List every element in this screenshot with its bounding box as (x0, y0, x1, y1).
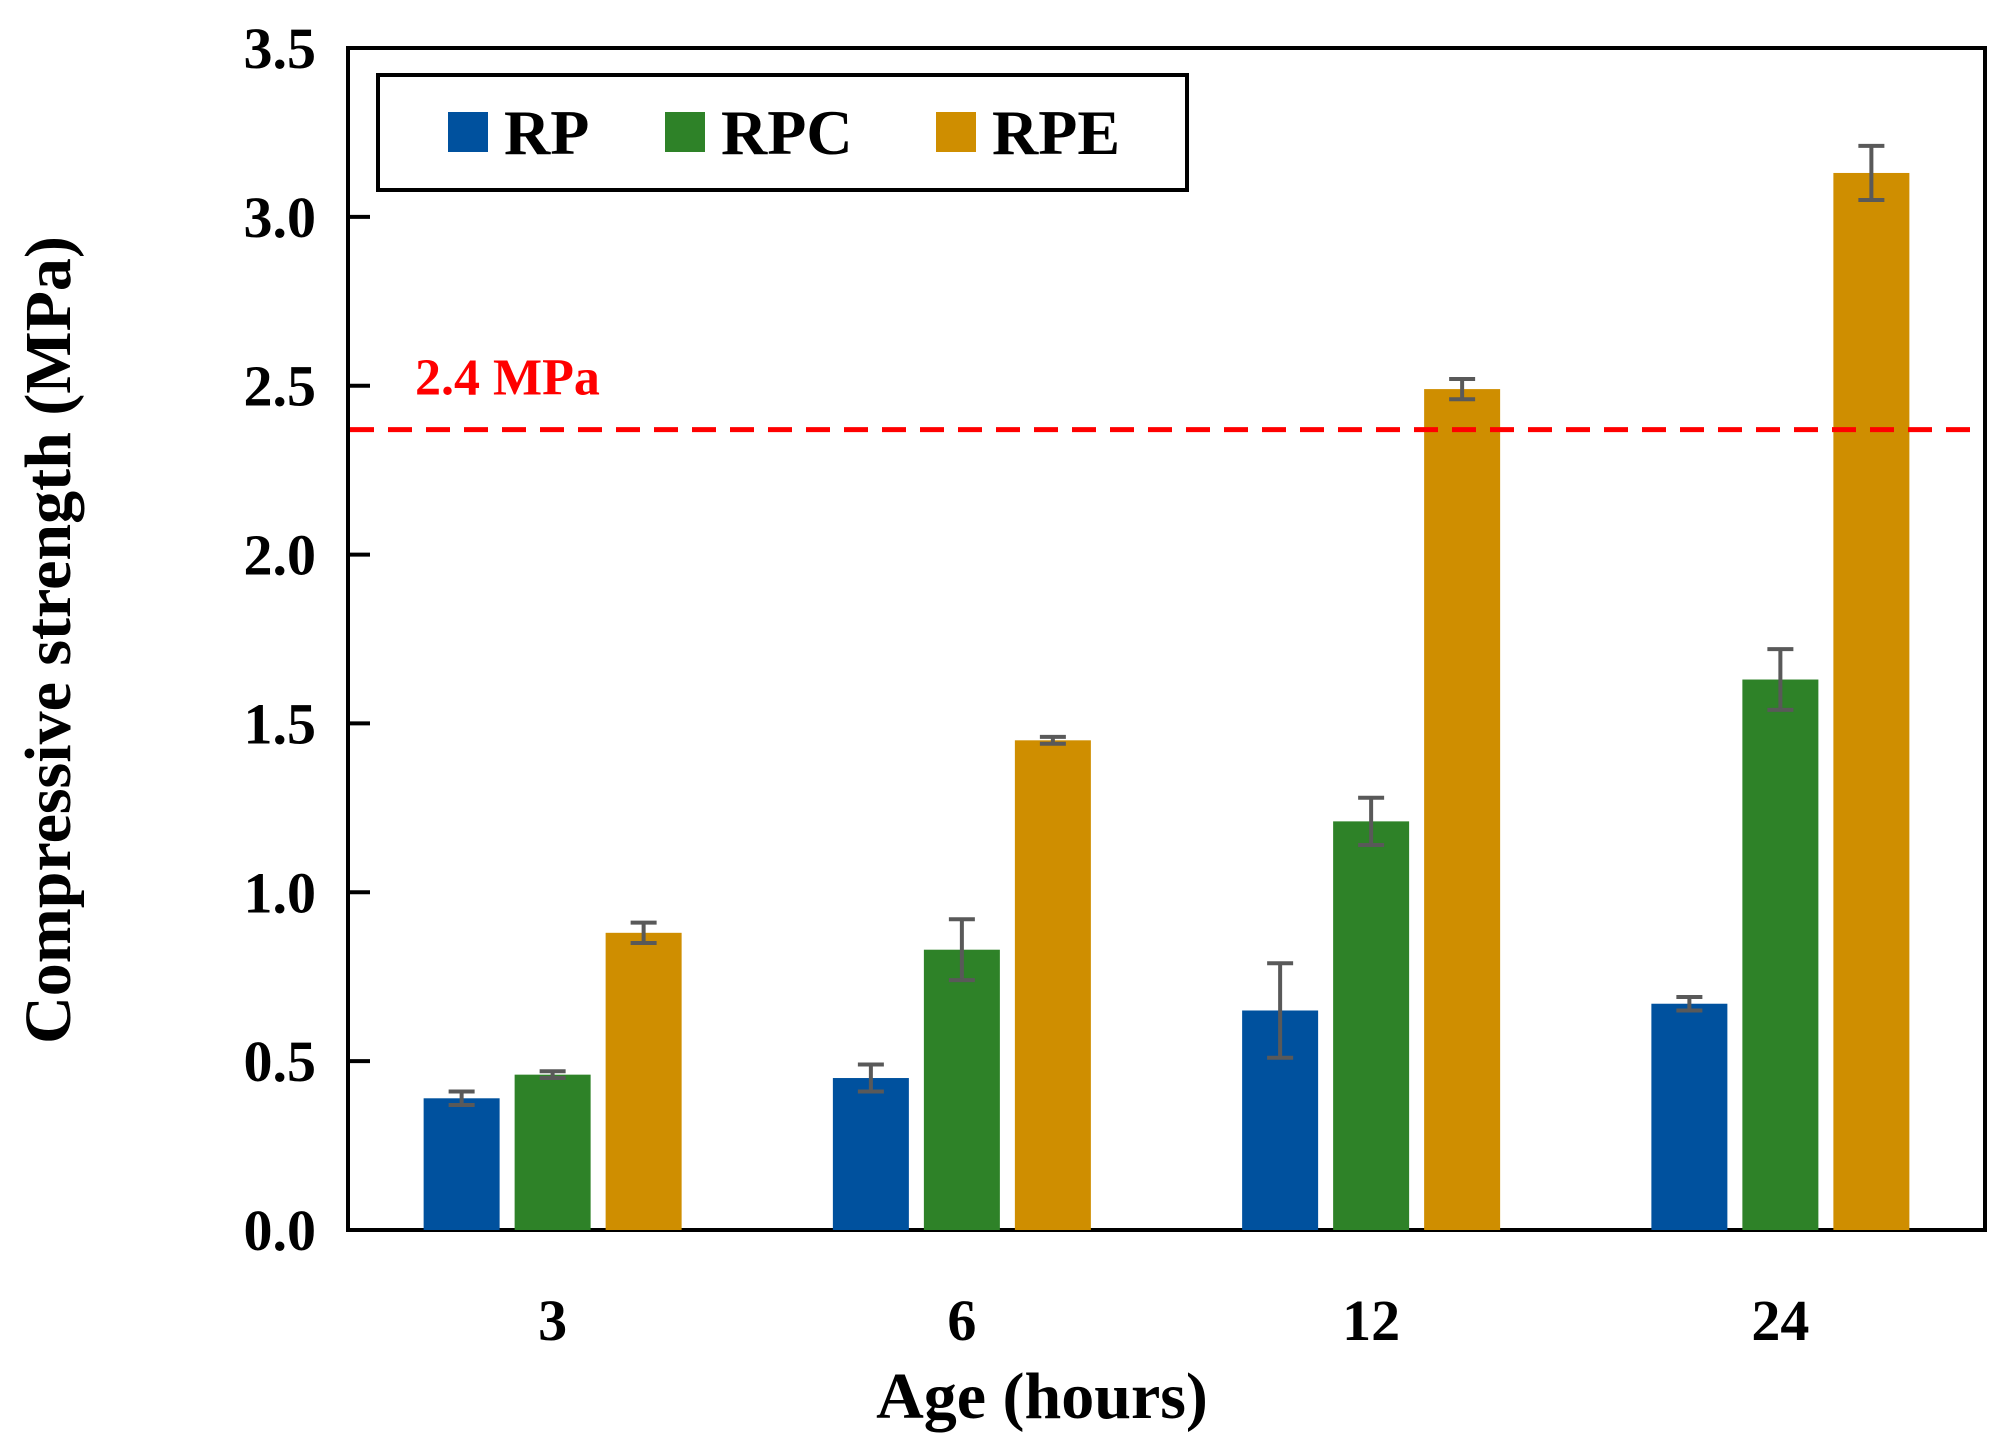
x-tick-label: 3 (538, 1288, 567, 1353)
legend-swatch-rpc (665, 112, 705, 152)
bar-rpe-3 (605, 932, 682, 1230)
error-bars-layer (448, 143, 1885, 1108)
y-tick-label: 1.0 (244, 860, 317, 925)
bar-rp-6 (832, 1078, 909, 1230)
bar-rpc-24 (1742, 679, 1819, 1230)
y-tick-label: 0.0 (244, 1198, 317, 1263)
bar-rpe-6 (1014, 740, 1091, 1230)
legend-label-rp: RP (504, 97, 589, 168)
bar-rpe-12 (1424, 389, 1501, 1230)
y-axis: 0.0 0.5 1.0 1.5 2.0 2.5 3.0 3.5 (244, 16, 370, 1263)
legend: RP RPC RPE (376, 73, 1189, 192)
x-tick-label: 6 (947, 1288, 976, 1353)
y-tick-label: 0.5 (244, 1029, 317, 1094)
bar-rpe-24 (1833, 172, 1910, 1230)
bar-rp-24 (1651, 1003, 1728, 1230)
y-tick-label: 1.5 (244, 691, 317, 756)
bar-rpc-3 (514, 1074, 591, 1230)
x-tick-label: 24 (1751, 1288, 1809, 1353)
x-tick-label: 12 (1342, 1288, 1400, 1353)
legend-swatch-rp (448, 112, 488, 152)
legend-box (376, 73, 1189, 192)
y-tick-label: 3.0 (244, 185, 317, 250)
legend-swatch-rpe (936, 112, 976, 152)
y-tick-label: 2.0 (244, 523, 317, 588)
bars-layer (423, 172, 1910, 1230)
x-axis: 3 6 12 24 (538, 1288, 1809, 1353)
legend-label-rpc: RPC (721, 97, 853, 168)
plot-area (346, 46, 1987, 1232)
reference-line-layer: 2.4 MPa (350, 350, 1983, 433)
reference-line-label: 2.4 MPa (415, 350, 600, 407)
x-axis-title: Age (hours) (876, 1360, 1208, 1433)
bar-rp-3 (423, 1098, 500, 1230)
bar-rpc-6 (923, 949, 1000, 1230)
bar-rpc-12 (1333, 821, 1410, 1230)
y-tick-label: 2.5 (244, 354, 317, 419)
y-axis-title: Compressive strength (MPa) (12, 236, 85, 1044)
legend-label-rpe: RPE (992, 97, 1120, 168)
y-tick-label: 3.5 (244, 16, 317, 81)
